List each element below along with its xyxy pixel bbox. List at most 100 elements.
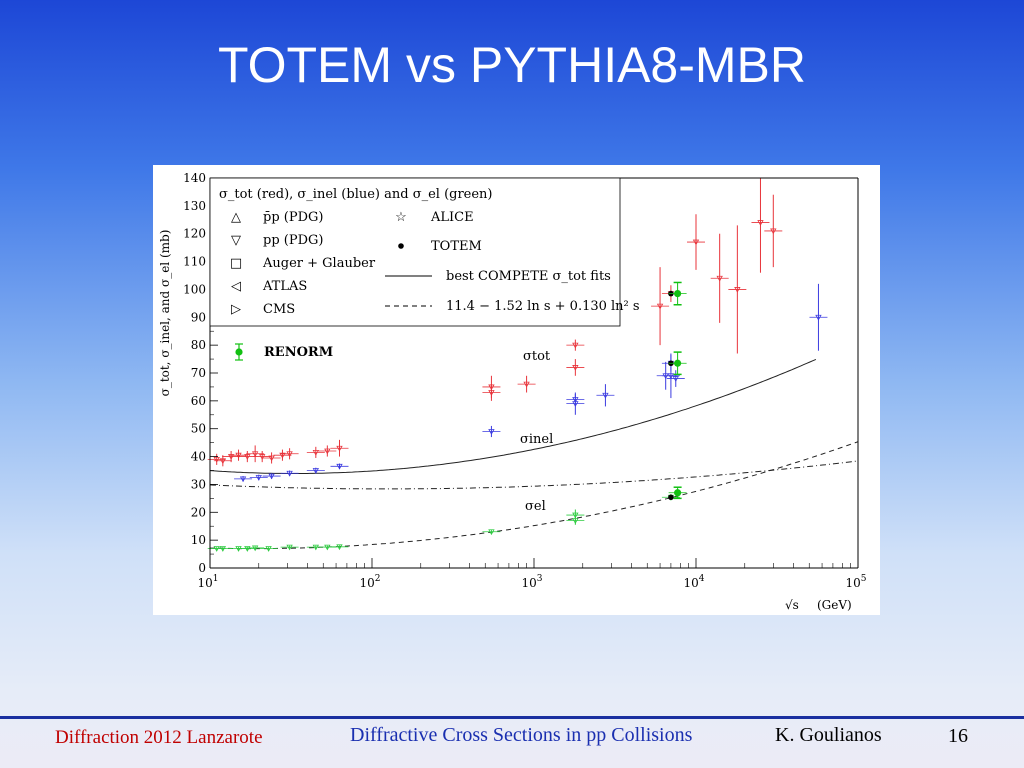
data-point-0-21	[716, 275, 723, 282]
data-point-1-13	[672, 376, 679, 382]
data-point-0-8	[279, 452, 286, 459]
y-tick-label-4: 40	[191, 450, 206, 464]
data-point-0-23	[757, 220, 764, 226]
data-point-2-3	[244, 546, 251, 552]
y-tick-label-2: 20	[191, 505, 206, 519]
data-point-0-7	[268, 455, 275, 462]
data-point-0-22	[734, 287, 741, 293]
y-tick-label-7: 70	[191, 366, 206, 380]
data-point-0-6	[259, 454, 266, 460]
y-tick-label-9: 90	[191, 310, 206, 324]
legend-label-2: Auger + Glauber	[262, 256, 376, 271]
y-tick-label-12: 120	[183, 227, 206, 241]
y-tick-label-14: 140	[183, 171, 206, 185]
y-tick-label-11: 110	[183, 255, 206, 269]
legend-marker-2: □	[230, 256, 242, 271]
x-tick-label-4: 105	[845, 574, 866, 590]
sigma-el-fit-curve	[210, 441, 859, 550]
y-tick-label-1: 10	[191, 533, 206, 547]
data-point-0-24	[770, 228, 777, 235]
data-point-2-11	[572, 512, 579, 519]
data-point-0-14	[488, 384, 495, 391]
data-point-0-12	[336, 445, 343, 452]
legend-label-0: p̄p (PDG)	[263, 210, 323, 225]
data-point-1-14	[815, 314, 822, 321]
data-point-0-17	[572, 342, 579, 349]
legend-marker-5: ☆	[395, 210, 407, 225]
footer-divider	[0, 716, 1024, 719]
data-point-1-1	[255, 475, 262, 481]
legend-marker-3: ◁	[231, 279, 241, 294]
data-point-2-6	[286, 544, 293, 551]
data-point-1-4	[312, 468, 319, 474]
data-point-2-4	[251, 545, 259, 552]
renorm-point-2	[674, 489, 682, 497]
x-tick-label-0: 101	[197, 574, 218, 590]
data-point-2-12	[572, 518, 579, 524]
y-tick-label-5: 50	[191, 422, 206, 436]
data-point-2-10	[488, 529, 495, 536]
y-tick-label-6: 60	[191, 394, 206, 408]
data-point-0-4	[244, 454, 251, 460]
curve-label-sigma-inel: σinel	[520, 432, 553, 447]
legend-marker-1: ▽	[231, 233, 241, 248]
y-tick-label-0: 0	[198, 561, 206, 575]
data-point-2-7	[312, 544, 319, 551]
totem-point-2	[668, 494, 674, 501]
data-point-0-9	[286, 451, 293, 458]
footer-author: K. Goulianos	[775, 724, 882, 746]
footer-talk-title: Diffractive Cross Sections in pp Collisi…	[350, 724, 693, 746]
data-point-1-2	[268, 473, 275, 480]
legend-marker-0: △	[231, 210, 241, 225]
data-point-2-9	[336, 544, 343, 551]
data-point-2-8	[324, 544, 331, 551]
data-point-0-1	[219, 458, 227, 465]
legend-label-6: TOTEM	[431, 239, 482, 254]
x-tick-label-2: 103	[521, 574, 542, 590]
y-tick-label-8: 80	[191, 338, 206, 352]
x-tick-label-3: 104	[683, 574, 704, 590]
data-point-1-0	[239, 476, 247, 483]
data-point-0-20	[692, 239, 700, 246]
y-tick-label-10: 100	[183, 282, 206, 296]
y-tick-label-13: 130	[183, 199, 206, 213]
slide-title: TOTEM vs PYTHIA8-MBR	[217, 37, 806, 93]
legend-label-1: pp (PDG)	[263, 233, 323, 248]
data-point-1-9	[602, 392, 609, 399]
legend-marker-4: ▷	[231, 302, 241, 317]
curve-label-sigma-el: σel	[525, 499, 546, 514]
data-point-0-10	[312, 449, 319, 456]
data-point-2-5	[265, 546, 272, 552]
legend-label-8: 11.4 − 1.52 ln s + 0.130 ln² s	[446, 299, 640, 314]
legend-label-3: ATLAS	[262, 279, 307, 294]
data-point-1-8	[572, 397, 579, 403]
curve-label-sigma-tot: σtot	[523, 349, 551, 364]
page-number: 16	[948, 725, 968, 747]
data-point-0-5	[251, 451, 259, 458]
x-axis-unit: (GeV)	[817, 598, 852, 612]
legend-label-4: CMS	[263, 302, 295, 317]
y-axis-title: σ_tot, σ_inel, and σ_el (mb)	[158, 230, 172, 397]
sigma-inel-fit-curve	[209, 460, 859, 490]
legend-label-7: best COMPETE σ_tot fits	[446, 269, 611, 284]
renorm-point-0	[674, 290, 682, 298]
data-point-2-1	[219, 546, 227, 552]
x-axis-title: √s	[785, 598, 799, 612]
data-point-0-2	[227, 454, 235, 460]
x-tick-label-1: 102	[359, 574, 380, 590]
chart-panel: RENORM σtot σinel σel 0 10 20 30 40 50 60 70 80 90 10…	[153, 165, 880, 615]
data-point-0-3	[235, 452, 242, 459]
data-point-0-16	[572, 365, 579, 371]
renorm-legend-marker	[235, 348, 243, 356]
cross-section-chart: RENORM σtot σinel σel 0 10 20 30 40 50 60 70 80 90 10…	[158, 171, 867, 612]
data-point-1-11	[667, 373, 675, 380]
legend-label-5: ALICE	[430, 210, 474, 225]
renorm-legend-label: RENORM	[264, 345, 333, 360]
data-point-0-15	[523, 381, 530, 388]
data-point-1-3	[286, 470, 293, 477]
data-point-1-6	[488, 429, 495, 435]
data-point-0-18	[656, 303, 664, 310]
data-point-0-11	[324, 448, 331, 455]
sigma-tot-fit-curve	[209, 358, 817, 474]
legend-marker-6	[398, 243, 404, 249]
